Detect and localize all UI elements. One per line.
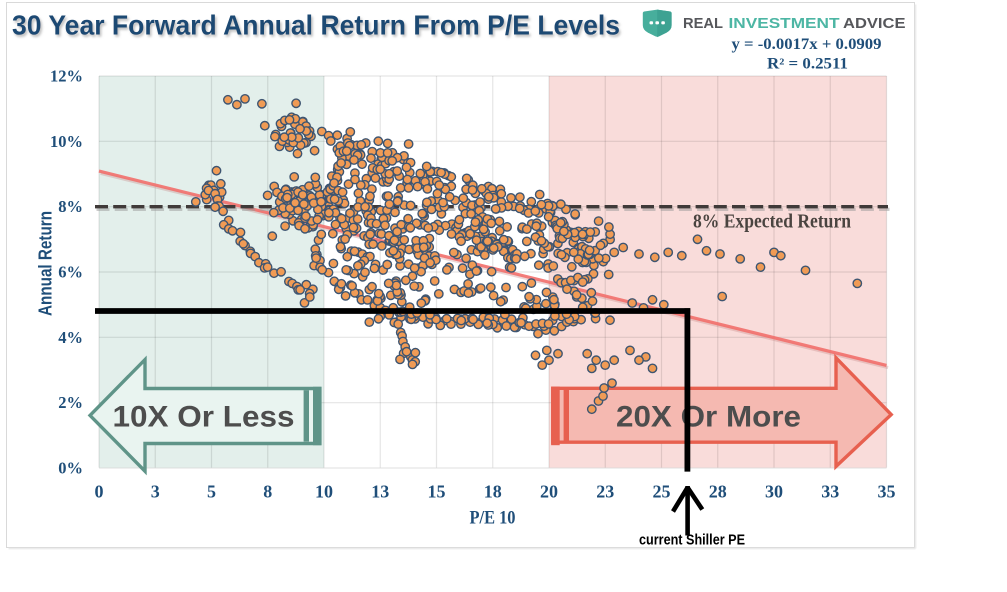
svg-text:Annual Return: Annual Return	[34, 211, 55, 316]
svg-text:15: 15	[428, 482, 446, 502]
svg-text:12%: 12%	[50, 67, 83, 86]
svg-text:2%: 2%	[58, 393, 83, 412]
svg-text:4%: 4%	[58, 328, 83, 347]
svg-text:35: 35	[878, 482, 896, 502]
svg-text:3: 3	[151, 482, 160, 502]
svg-text:y = -0.0017x + 0.0909: y = -0.0017x + 0.0909	[732, 36, 882, 53]
svg-text:6%: 6%	[58, 263, 83, 282]
svg-text:8%: 8%	[58, 197, 83, 216]
svg-text:8: 8	[263, 482, 272, 502]
svg-text:8% Expected Return: 8% Expected Return	[693, 211, 851, 233]
svg-text:5: 5	[207, 482, 216, 502]
svg-text:current Shiller PE: current Shiller PE	[639, 533, 745, 549]
svg-text:30 Year Forward Annual Return: 30 Year Forward Annual Return From P/E L…	[12, 10, 620, 41]
svg-text:10X Or Less: 10X Or Less	[113, 401, 295, 434]
svg-text:33: 33	[821, 482, 839, 502]
svg-text:30: 30	[765, 482, 783, 502]
svg-text:20: 20	[540, 482, 558, 502]
svg-text:ADVICE: ADVICE	[843, 16, 906, 32]
svg-text:20X Or More: 20X Or More	[616, 401, 801, 434]
svg-text:R² = 0.2511: R² = 0.2511	[767, 56, 848, 73]
svg-text:10: 10	[315, 482, 333, 502]
svg-text:25: 25	[653, 482, 671, 502]
svg-text:28: 28	[709, 482, 727, 502]
svg-text:23: 23	[596, 482, 614, 502]
svg-text:P/E 10: P/E 10	[470, 508, 516, 529]
svg-text:18: 18	[484, 482, 502, 502]
svg-text:10%: 10%	[50, 132, 83, 151]
svg-text:13: 13	[371, 482, 389, 502]
svg-text:INVESTMENT: INVESTMENT	[729, 16, 840, 32]
svg-text:0%: 0%	[58, 459, 83, 478]
svg-text:0: 0	[95, 482, 104, 502]
svg-text:REAL: REAL	[683, 16, 723, 32]
